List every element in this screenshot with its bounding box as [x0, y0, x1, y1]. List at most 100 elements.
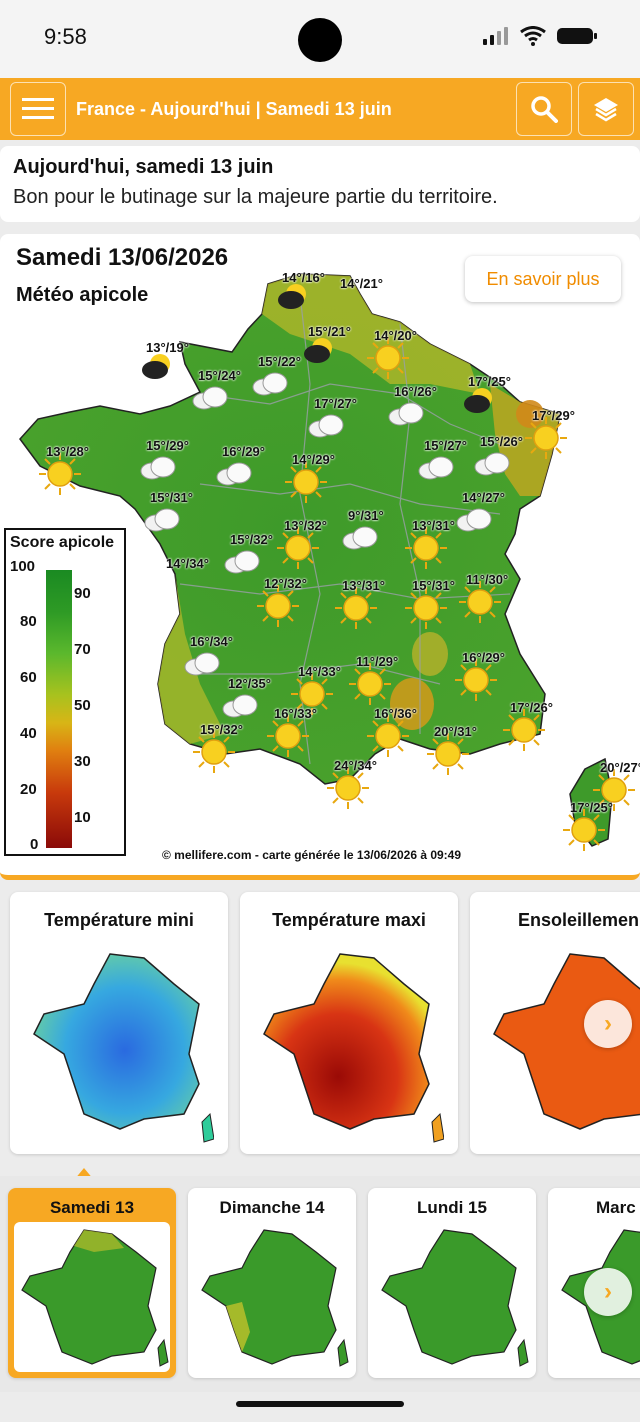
station-temperature: 17°/29°: [532, 408, 575, 423]
station-temperature: 17°/25°: [468, 374, 511, 389]
weather-station[interactable]: 14°/20°: [366, 328, 436, 379]
weather-station[interactable]: 16°/26°: [386, 384, 456, 434]
weather-station[interactable]: 16°/29°: [214, 444, 284, 494]
station-temperature: 15°/31°: [412, 578, 455, 593]
signal-icon: [483, 27, 508, 45]
weather-station[interactable]: 14°/33°: [290, 664, 360, 715]
weather-station[interactable]: 15°/31°: [404, 578, 474, 629]
weather-station[interactable]: 13°/32°: [276, 518, 346, 569]
weather-station[interactable]: 15°/31°: [142, 490, 212, 540]
thumb-title: Ensoleillemen: [518, 910, 640, 930]
day-tab-lundi[interactable]: Lundi 15: [368, 1188, 536, 1378]
sun-icon: [327, 767, 369, 809]
cloud-icon: [192, 386, 228, 410]
day-tab-samedi[interactable]: Samedi 13: [8, 1188, 176, 1378]
apicole-map-card: Samedi 13/06/2026 Météo apicole En savoi…: [0, 234, 640, 880]
weather-station[interactable]: 11°/29°: [348, 654, 418, 705]
weather-station[interactable]: 15°/32°: [192, 722, 262, 773]
cloud-icon: [418, 456, 454, 480]
weather-station[interactable]: 12°/35°: [220, 676, 290, 726]
station-temperature: 9°/31°: [348, 508, 384, 523]
day-tab-dimanche[interactable]: Dimanche 14: [188, 1188, 356, 1378]
station-temperature: 14°/21°: [340, 276, 383, 291]
storm-icon: [142, 354, 170, 379]
temp-min-map: [33, 953, 214, 1143]
weather-station[interactable]: 15°/24°: [190, 368, 260, 418]
legend-color-scale: [46, 570, 72, 848]
weather-station[interactable]: 20°/27°: [592, 760, 640, 811]
thumb-temp-max[interactable]: Température maxi: [240, 892, 458, 1154]
weather-station[interactable]: 17°/26°: [502, 700, 572, 751]
sun-icon: [39, 453, 81, 495]
station-temperature: 17°/26°: [510, 700, 553, 715]
station-temperature: 13°/32°: [284, 518, 327, 533]
cloud-icon: [224, 550, 260, 574]
station-temperature: 16°/36°: [374, 706, 417, 721]
weather-station[interactable]: 15°/27°: [416, 438, 486, 488]
weather-station[interactable]: 16°/29°: [454, 650, 524, 701]
station-temperature: 15°/21°: [308, 324, 351, 339]
weather-station[interactable]: 13°/31°: [334, 578, 404, 629]
cloud-icon: [308, 414, 344, 438]
weather-station[interactable]: 14°/16°: [274, 270, 344, 320]
legend-tick: 80: [20, 613, 37, 630]
weather-station[interactable]: 14°/29°: [284, 452, 354, 503]
thumb-temp-min[interactable]: Température mini: [10, 892, 228, 1154]
weather-station[interactable]: 16°/34°: [182, 634, 252, 684]
weather-station[interactable]: 17°/25°: [460, 374, 530, 424]
cloud-icon: [140, 456, 176, 480]
weather-station[interactable]: 15°/26°: [472, 434, 542, 484]
station-temperature: 13°/31°: [342, 578, 385, 593]
sun-icon: [427, 733, 469, 775]
sun-icon: [335, 587, 377, 629]
day-label: Lundi 15: [417, 1198, 487, 1217]
weather-station[interactable]: 17°/29°: [524, 408, 594, 459]
summary-text: Bon pour le butinage sur la majeure part…: [13, 186, 498, 208]
weather-station[interactable]: 13°/31°: [404, 518, 474, 569]
page-title: France - Aujourd'hui | Samedi 13 juin: [76, 99, 392, 119]
layers-button[interactable]: [578, 82, 634, 136]
weather-station[interactable]: 13°/19°: [138, 340, 208, 390]
search-button[interactable]: [516, 82, 572, 136]
weather-station[interactable]: 15°/29°: [138, 438, 208, 488]
weather-station[interactable]: 15°/22°: [250, 354, 320, 404]
sun-icon: [267, 715, 309, 757]
status-icons: [482, 26, 598, 46]
legend-tick: 70: [74, 641, 91, 658]
weather-station[interactable]: 14°/34°: [158, 556, 228, 606]
north-zone: [262, 274, 480, 394]
station-temperature: 16°/29°: [222, 444, 265, 459]
legend-tick: 40: [20, 725, 37, 742]
days-next-button[interactable]: ›: [584, 1268, 632, 1316]
storm-icon: [278, 284, 306, 309]
day-label: Marc: [596, 1198, 636, 1217]
weather-station[interactable]: 14°/21°: [332, 276, 402, 326]
app-header: France - Aujourd'hui | Samedi 13 juin: [0, 78, 640, 140]
learn-more-button[interactable]: En savoir plus: [465, 256, 621, 302]
weather-station[interactable]: 15°/32°: [222, 532, 292, 582]
station-temperature: 15°/31°: [150, 490, 193, 505]
weather-station[interactable]: 17°/25°: [562, 800, 632, 851]
weather-station[interactable]: 11°/30°: [458, 572, 528, 623]
weather-station[interactable]: 12°/32°: [256, 576, 326, 627]
thumbs-next-button[interactable]: ›: [584, 1000, 632, 1048]
weather-station[interactable]: 9°/31°: [340, 508, 410, 558]
weather-station[interactable]: 15°/21°: [300, 324, 370, 374]
weather-station[interactable]: 13°/28°: [38, 444, 108, 495]
station-temperature: 20°/27°: [600, 760, 640, 775]
weather-station[interactable]: 20°/31°: [426, 724, 496, 775]
search-icon: [531, 96, 558, 123]
weather-station[interactable]: 17°/27°: [306, 396, 376, 446]
station-temperature: 16°/34°: [190, 634, 233, 649]
weather-station[interactable]: 16°/36°: [366, 706, 436, 757]
summary-title: Aujourd'hui, samedi 13 juin: [13, 156, 274, 178]
sun-icon: [193, 731, 235, 773]
menu-button[interactable]: [10, 82, 66, 136]
lorraine-hotspot: [516, 400, 544, 428]
station-temperature: 14°/33°: [298, 664, 341, 679]
weather-station[interactable]: 14°/27°: [454, 490, 524, 540]
weather-station[interactable]: 24°/34°: [326, 758, 396, 809]
sun-icon: [593, 769, 635, 811]
weather-station[interactable]: 16°/33°: [266, 706, 336, 757]
